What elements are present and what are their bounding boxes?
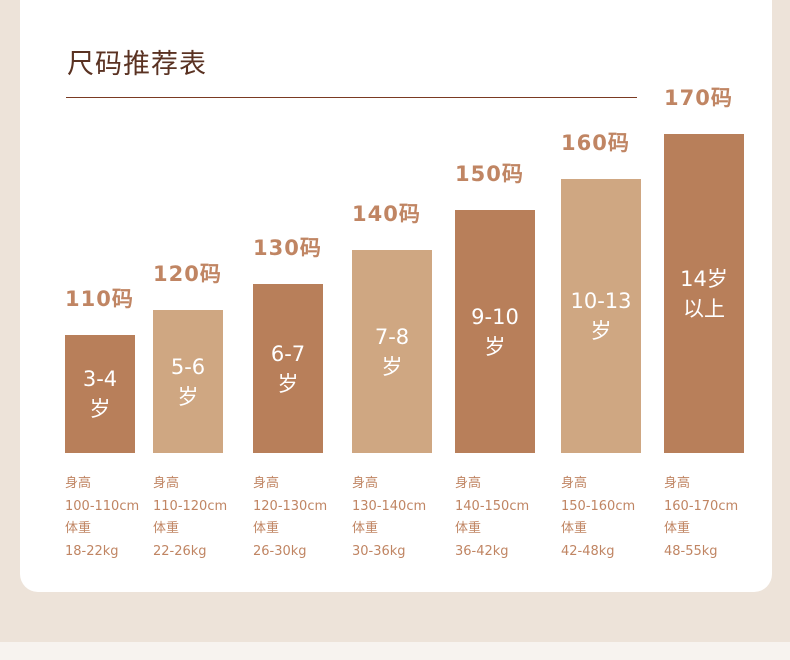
size-info: 身高 150-160cm 体重 42-48kg: [561, 473, 635, 563]
title-divider: [66, 97, 637, 98]
age-range: 7-8 岁: [374, 324, 410, 379]
size-bar: 6-7 岁: [253, 284, 323, 453]
weight-label: 体重: [352, 521, 379, 536]
height-label: 身高: [561, 476, 588, 491]
age-range: 14岁 以上: [680, 266, 728, 321]
size-info: 身高 120-130cm 体重 26-30kg: [253, 473, 327, 563]
size-info: 身高 130-140cm 体重 30-36kg: [352, 473, 426, 563]
page-title: 尺码推荐表: [67, 49, 207, 80]
size-label: 120码: [153, 262, 222, 286]
size-info: 身高 110-120cm 体重 22-26kg: [153, 473, 227, 563]
weight-label: 体重: [253, 521, 280, 536]
size-bar: 9-10 岁: [455, 210, 535, 453]
weight: 36-42kg: [455, 543, 509, 559]
size-bar: 14岁 以上: [664, 134, 744, 453]
weight-label: 体重: [153, 521, 180, 536]
size-label: 130码: [253, 236, 322, 260]
size-bar: 10-13 岁: [561, 179, 641, 453]
size-label: 140码: [352, 202, 421, 226]
size-label: 170码: [664, 86, 733, 110]
height-label: 身高: [664, 476, 691, 491]
weight: 42-48kg: [561, 543, 615, 559]
size-label: 150码: [455, 162, 524, 186]
weight-label: 体重: [664, 521, 691, 536]
height: 150-160cm: [561, 498, 636, 514]
height: 130-140cm: [352, 498, 427, 514]
size-info: 身高 100-110cm 体重 18-22kg: [65, 473, 139, 563]
height-label: 身高: [153, 476, 180, 491]
weight: 30-36kg: [352, 543, 406, 559]
weight-label: 体重: [561, 521, 588, 536]
size-info: 身高 140-150cm 体重 36-42kg: [455, 473, 529, 563]
weight: 48-55kg: [664, 543, 718, 559]
height-label: 身高: [455, 476, 482, 491]
height: 110-120cm: [153, 498, 228, 514]
size-info: 身高 160-170cm 体重 48-55kg: [664, 473, 738, 563]
height-label: 身高: [65, 476, 92, 491]
age-range: 9-10 岁: [471, 304, 519, 359]
height: 140-150cm: [455, 498, 530, 514]
height: 120-130cm: [253, 498, 328, 514]
size-bar: 7-8 岁: [352, 250, 432, 453]
age-range: 10-13 岁: [570, 289, 632, 343]
height: 160-170cm: [664, 498, 739, 514]
size-label: 160码: [561, 131, 630, 155]
weight: 22-26kg: [153, 543, 207, 559]
size-bar: 5-6 岁: [153, 310, 223, 453]
size-label: 110码: [65, 287, 134, 311]
height-label: 身高: [352, 476, 379, 491]
age-range: 3-4 岁: [82, 367, 118, 421]
size-bar: 3-4 岁: [65, 335, 135, 453]
weight: 18-22kg: [65, 543, 119, 559]
weight-label: 体重: [65, 521, 92, 536]
age-range: 6-7 岁: [270, 341, 306, 396]
height-label: 身高: [253, 476, 280, 491]
weight: 26-30kg: [253, 543, 307, 559]
bottom-strip: [0, 642, 790, 660]
weight-label: 体重: [455, 521, 482, 536]
height: 100-110cm: [65, 498, 140, 514]
age-range: 5-6 岁: [170, 354, 206, 409]
